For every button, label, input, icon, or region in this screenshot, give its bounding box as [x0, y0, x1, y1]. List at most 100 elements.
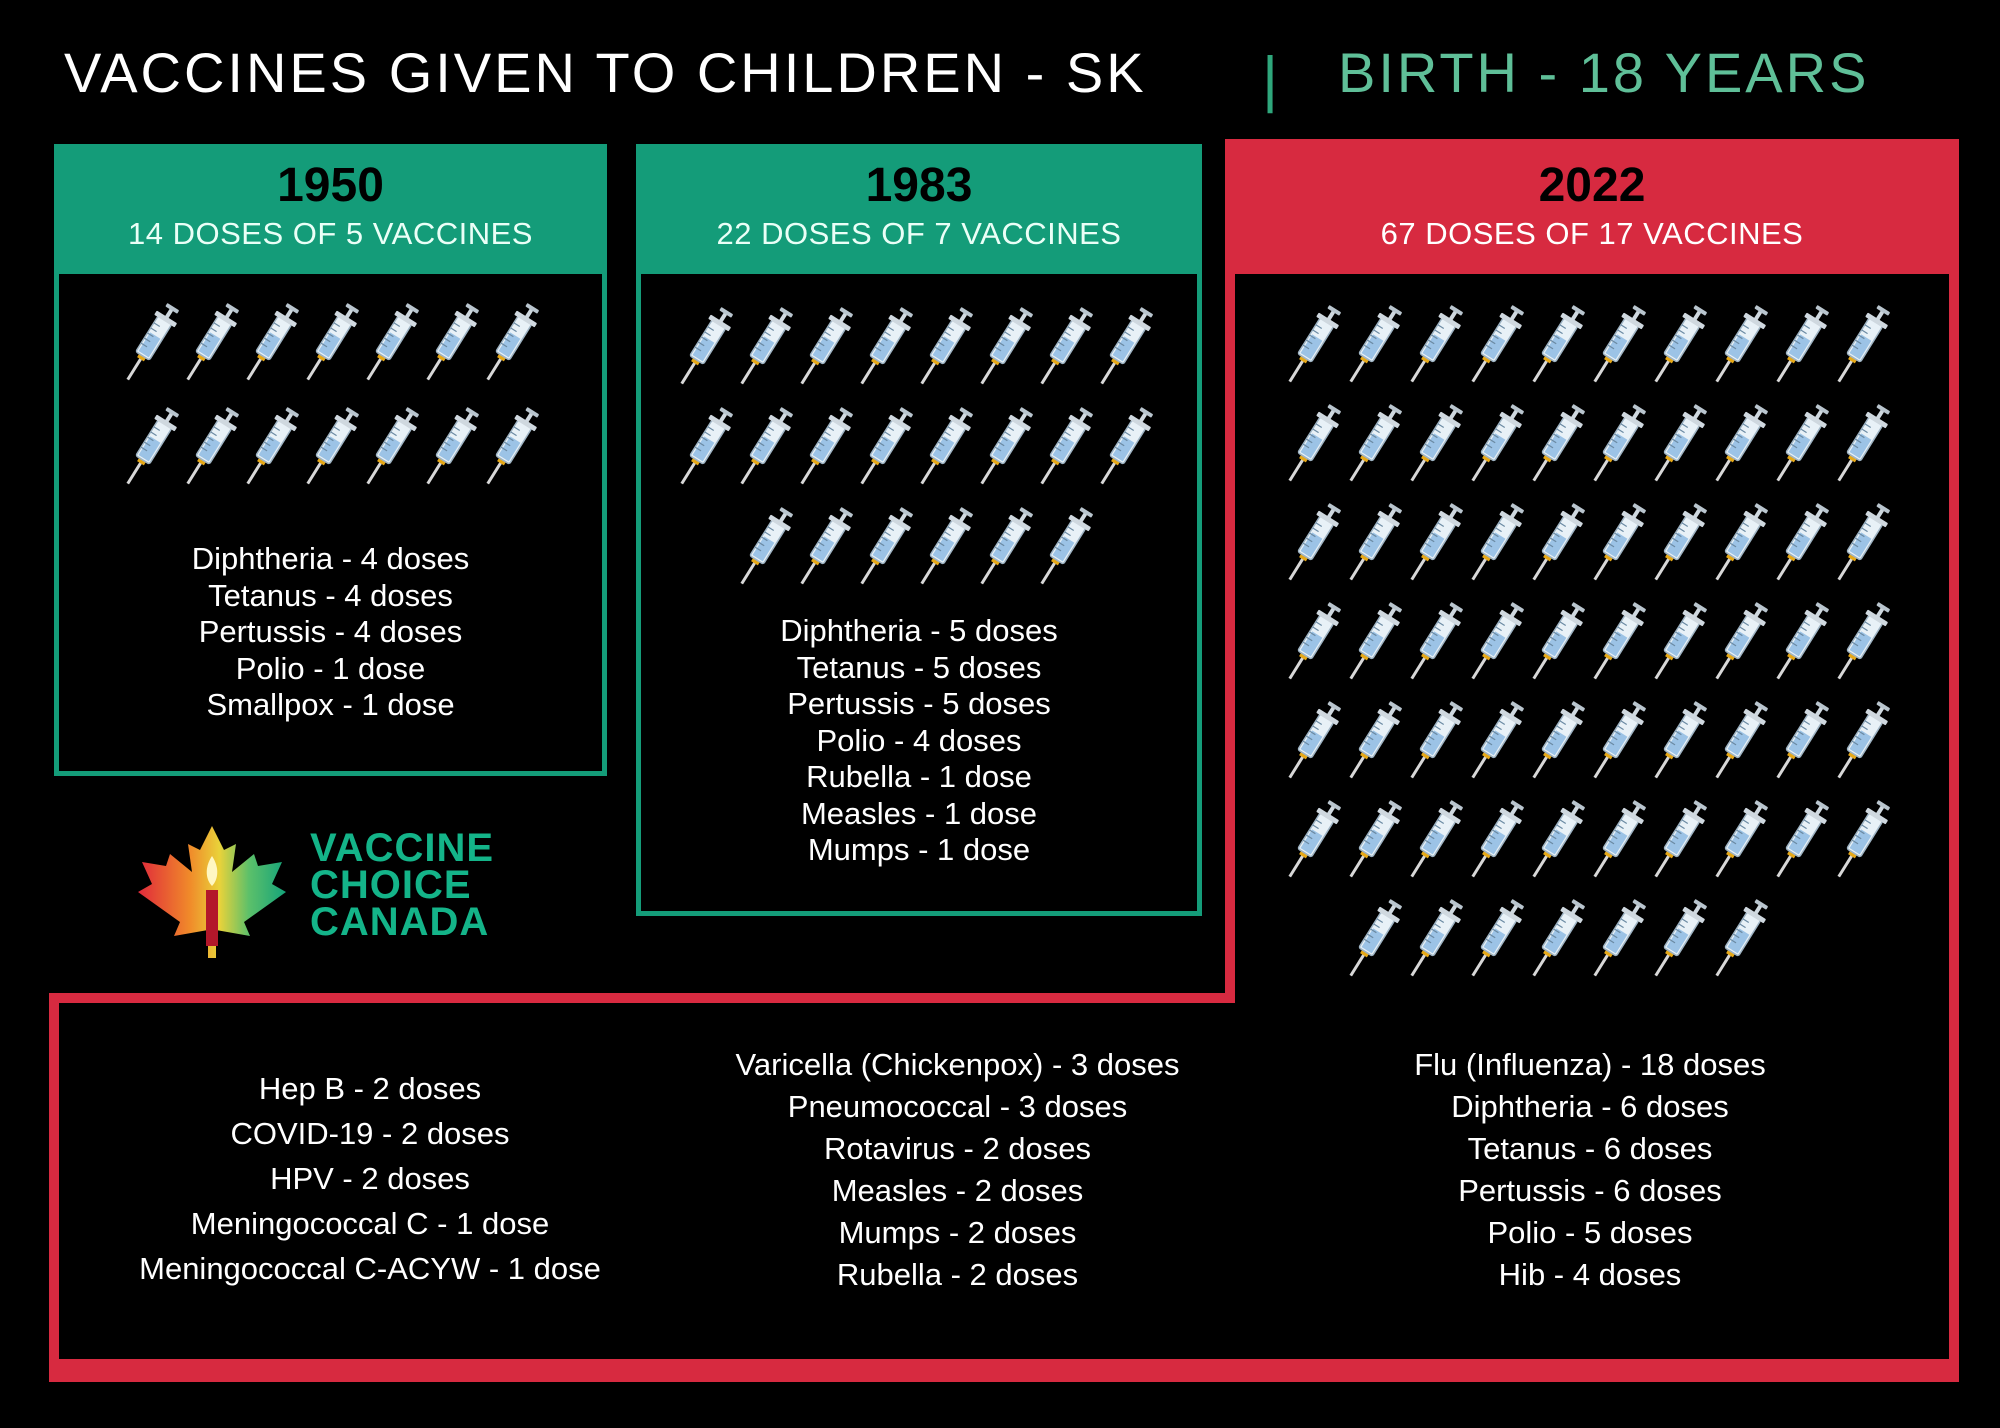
syringe-icon: [246, 407, 299, 485]
syringe-icon: [980, 507, 1033, 585]
vaccine-item: Pertussis - 4 doses: [198, 614, 463, 649]
panel-1950-header: 1950 14 DOSES OF 5 VACCINES: [54, 144, 607, 274]
syringe-icon: [1715, 404, 1768, 482]
syringe-icon: [186, 303, 239, 381]
syringe-icon: [800, 507, 853, 585]
syringe-icon: [1654, 404, 1707, 482]
syringe-icon: [1349, 404, 1402, 482]
vaccine-item: Meningococcal C - 1 dose: [190, 1206, 550, 1241]
vaccine-list-2022-col1: Hep B - 2 doses COVID-19 - 2 doses HPV -…: [70, 1066, 670, 1291]
syringe-icon: [1776, 602, 1829, 680]
syringe-icon: [486, 303, 539, 381]
syringe-icon: [1288, 503, 1341, 581]
vaccine-item: Hib - 4 doses: [1498, 1257, 1682, 1292]
syringe-icon: [1471, 602, 1524, 680]
syringe-icon: [1288, 701, 1341, 779]
syringe-icon: [740, 307, 793, 385]
vaccine-item: Tetanus - 4 doses: [208, 577, 453, 613]
syringe-icon: [1410, 404, 1463, 482]
vaccine-item: Polio - 5 doses: [1487, 1215, 1693, 1250]
vaccine-item: Hep B - 2 doses: [258, 1071, 482, 1106]
syringe-icon: [1471, 503, 1524, 581]
syringe-icon: [800, 407, 853, 485]
vaccine-item: Pneumococcal - 3 doses: [787, 1089, 1128, 1124]
panel-1983: [636, 144, 1202, 916]
syringe-icon: [1776, 404, 1829, 482]
page-title: VACCINES GIVEN TO CHILDREN - SK: [64, 41, 1147, 104]
syringe-icon: [1654, 701, 1707, 779]
panel-1950: [54, 144, 607, 776]
syringe-icon: [1349, 800, 1402, 878]
panel-2022-year: 2022: [1538, 159, 1646, 212]
syringe-icon: [740, 407, 793, 485]
syringe-icon: [1471, 899, 1524, 977]
syringe-icon: [1040, 507, 1093, 585]
syringe-icon: [1715, 503, 1768, 581]
panel-1983-year: 1983: [865, 159, 973, 212]
syringe-icon: [1837, 404, 1890, 482]
syringe-icon: [920, 507, 973, 585]
syringe-icon: [800, 307, 853, 385]
vaccine-item: Pertussis - 6 doses: [1458, 1173, 1722, 1208]
vaccine-item: Diphtheria - 4 doses: [191, 541, 470, 576]
vaccine-item: Mumps - 1 dose: [807, 832, 1031, 867]
syringe-grid-2022: [1280, 302, 1890, 984]
panel-1950-summary: 14 DOSES OF 5 VACCINES: [128, 216, 533, 251]
vaccine-item: Rotavirus - 2 doses: [823, 1131, 1092, 1166]
syringe-icon: [860, 307, 913, 385]
syringe-icon: [1593, 503, 1646, 581]
syringe-icon: [1410, 503, 1463, 581]
syringe-icon: [1837, 305, 1890, 383]
syringe-icon: [1349, 701, 1402, 779]
syringe-icon: [366, 407, 419, 485]
vaccine-item: Varicella (Chickenpox) - 3 doses: [735, 1047, 1180, 1082]
syringe-icon: [980, 407, 1033, 485]
syringe-grid-1983: [672, 304, 1153, 592]
vaccine-item: Tetanus - 5 doses: [796, 649, 1042, 685]
syringe-icon: [1349, 305, 1402, 383]
syringe-icon: [1593, 899, 1646, 977]
syringe-icon: [306, 407, 359, 485]
syringe-icon: [860, 507, 913, 585]
syringe-icon: [126, 407, 179, 485]
syringe-icon: [1288, 602, 1341, 680]
syringe-icon: [1837, 800, 1890, 878]
syringe-grid-1950: [118, 300, 539, 492]
vaccine-list-1950: Diphtheria - 4 doses Tetanus - 4 doses P…: [60, 541, 601, 724]
syringe-icon: [1349, 503, 1402, 581]
syringe-icon: [1715, 800, 1768, 878]
syringe-icon: [186, 407, 239, 485]
syringe-icon: [680, 407, 733, 485]
panel-1983-header: 1983 22 DOSES OF 7 VACCINES: [636, 144, 1202, 274]
syringe-icon: [1593, 305, 1646, 383]
vaccine-list-2022-col2: Varicella (Chickenpox) - 3 doses Pneumoc…: [660, 1044, 1255, 1296]
syringe-icon: [1410, 800, 1463, 878]
brand-line-2: CHOICE: [310, 863, 472, 907]
syringe-icon: [1288, 404, 1341, 482]
syringe-icon: [920, 307, 973, 385]
vaccine-item: HPV - 2 doses: [270, 1161, 470, 1196]
syringe-icon: [1593, 800, 1646, 878]
syringe-icon: [1532, 305, 1585, 383]
syringe-icon: [1100, 307, 1153, 385]
syringe-icon: [1410, 899, 1463, 977]
syringe-icon: [1410, 305, 1463, 383]
vaccine-item: Rubella - 1 dose: [806, 759, 1032, 794]
vaccine-item: Meningococcal C-ACYW - 1 dose: [139, 1251, 601, 1286]
syringe-icon: [1410, 701, 1463, 779]
syringe-icon: [1288, 800, 1341, 878]
vaccine-list-2022-col3: Flu (Influenza) - 18 doses Diphtheria - …: [1290, 1044, 1890, 1296]
syringe-icon: [426, 407, 479, 485]
syringe-icon: [1776, 701, 1829, 779]
syringe-icon: [1532, 602, 1585, 680]
vaccine-item: Diphtheria - 5 doses: [780, 613, 1058, 648]
syringe-icon: [1471, 800, 1524, 878]
syringe-icon: [980, 307, 1033, 385]
syringe-icon: [920, 407, 973, 485]
syringe-icon: [1349, 899, 1402, 977]
syringe-icon: [1593, 602, 1646, 680]
vaccine-item: Measles - 2 doses: [831, 1173, 1084, 1208]
syringe-icon: [1288, 305, 1341, 383]
syringe-icon: [1593, 404, 1646, 482]
syringe-icon: [1715, 602, 1768, 680]
